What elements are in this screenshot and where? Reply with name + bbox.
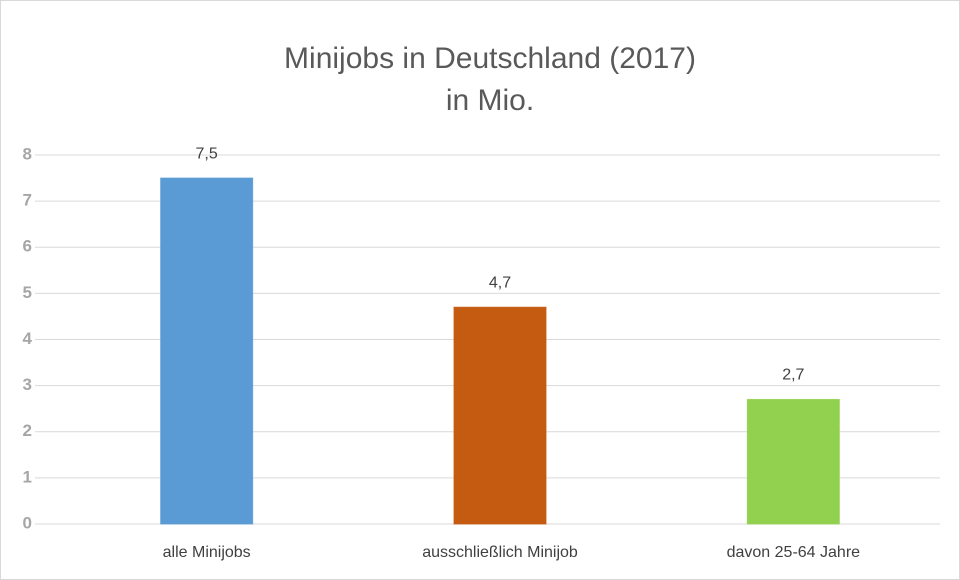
bar	[453, 306, 547, 525]
y-tick-label: 6	[23, 237, 32, 256]
y-tick-label: 4	[23, 329, 33, 348]
y-tick-label: 0	[23, 513, 32, 532]
value-label: 7,5	[196, 145, 218, 162]
chart-title: Minijobs in Deutschland (2017)	[284, 42, 696, 75]
y-tick-label: 5	[23, 283, 32, 302]
x-tick-label: alle Minijobs	[163, 544, 251, 561]
y-tick-label: 7	[23, 191, 32, 210]
y-tick-label: 1	[23, 467, 32, 486]
x-tick-label: davon 25-64 Jahre	[727, 544, 861, 561]
value-label: 4,7	[489, 274, 511, 291]
bar	[746, 398, 840, 525]
y-tick-label: 8	[23, 144, 32, 163]
bar	[160, 177, 254, 525]
chart-title: in Mio.	[446, 84, 534, 117]
value-label: 2,7	[782, 367, 804, 384]
x-tick-label: ausschließlich Minijob	[422, 544, 578, 561]
y-tick-label: 3	[23, 375, 32, 394]
y-tick-label: 2	[23, 421, 32, 440]
